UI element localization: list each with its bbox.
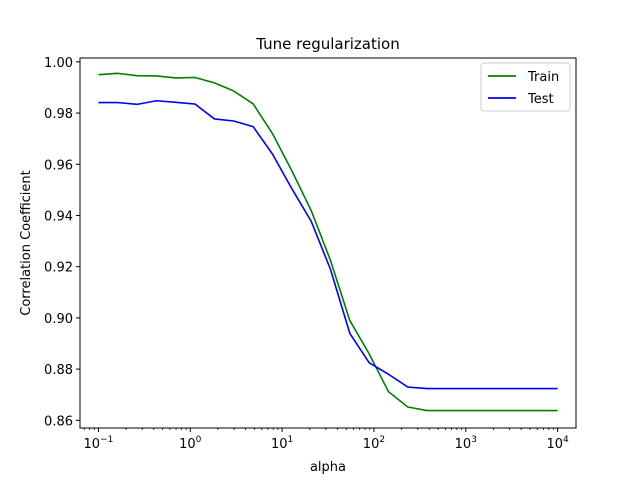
y-axis: 0.86 0.88 0.90 0.92 0.94 0.96 0.98 1.00 (44, 56, 80, 429)
series-line-test (98, 99, 558, 390)
chart-title: Tune regularization (255, 35, 399, 53)
series-line-train (98, 72, 558, 412)
x-tick-base: 10 (546, 437, 563, 452)
x-tick-label: 104 (546, 435, 569, 452)
y-tick-label: 0.96 (44, 158, 73, 173)
y-tick-label: 0.90 (44, 312, 73, 327)
y-axis-label: Correlation Coefficient (19, 170, 34, 316)
x-axis-label: alpha (310, 460, 346, 475)
x-tick-exponent: 2 (379, 435, 385, 445)
x-tick-exponent: 0 (196, 435, 202, 445)
x-axis: 10−1 100 101 102 103 104 (84, 428, 569, 452)
x-tick-exponent: −1 (100, 435, 113, 445)
x-tick-label: 101 (271, 435, 293, 452)
y-tick-label: 0.98 (44, 107, 73, 122)
x-tick-base: 10 (363, 437, 380, 452)
plot-area (79, 57, 577, 429)
x-tick-exponent: 4 (563, 435, 569, 445)
x-tick-exponent: 3 (471, 435, 477, 445)
y-tick-label: 1.00 (44, 56, 73, 71)
legend: Train Test (480, 62, 571, 112)
x-tick-label: 10−1 (84, 435, 114, 452)
x-tick-base: 10 (271, 437, 288, 452)
x-tick-exponent: 1 (288, 435, 294, 445)
x-tick-label: 100 (179, 435, 202, 452)
y-tick-label: 0.88 (44, 363, 73, 378)
legend-label-test: Test (527, 92, 554, 107)
legend-label-train: Train (527, 70, 559, 85)
x-tick-label: 103 (455, 435, 477, 452)
x-tick-base: 10 (455, 437, 472, 452)
y-tick-label: 0.86 (44, 414, 73, 429)
y-tick-label: 0.94 (44, 209, 73, 224)
y-tick-label: 0.92 (44, 261, 73, 276)
legend-box (480, 62, 571, 112)
x-tick-label: 102 (363, 435, 385, 452)
x-tick-base: 10 (179, 437, 196, 452)
series-lines (98, 72, 558, 412)
x-tick-base: 10 (84, 437, 101, 452)
